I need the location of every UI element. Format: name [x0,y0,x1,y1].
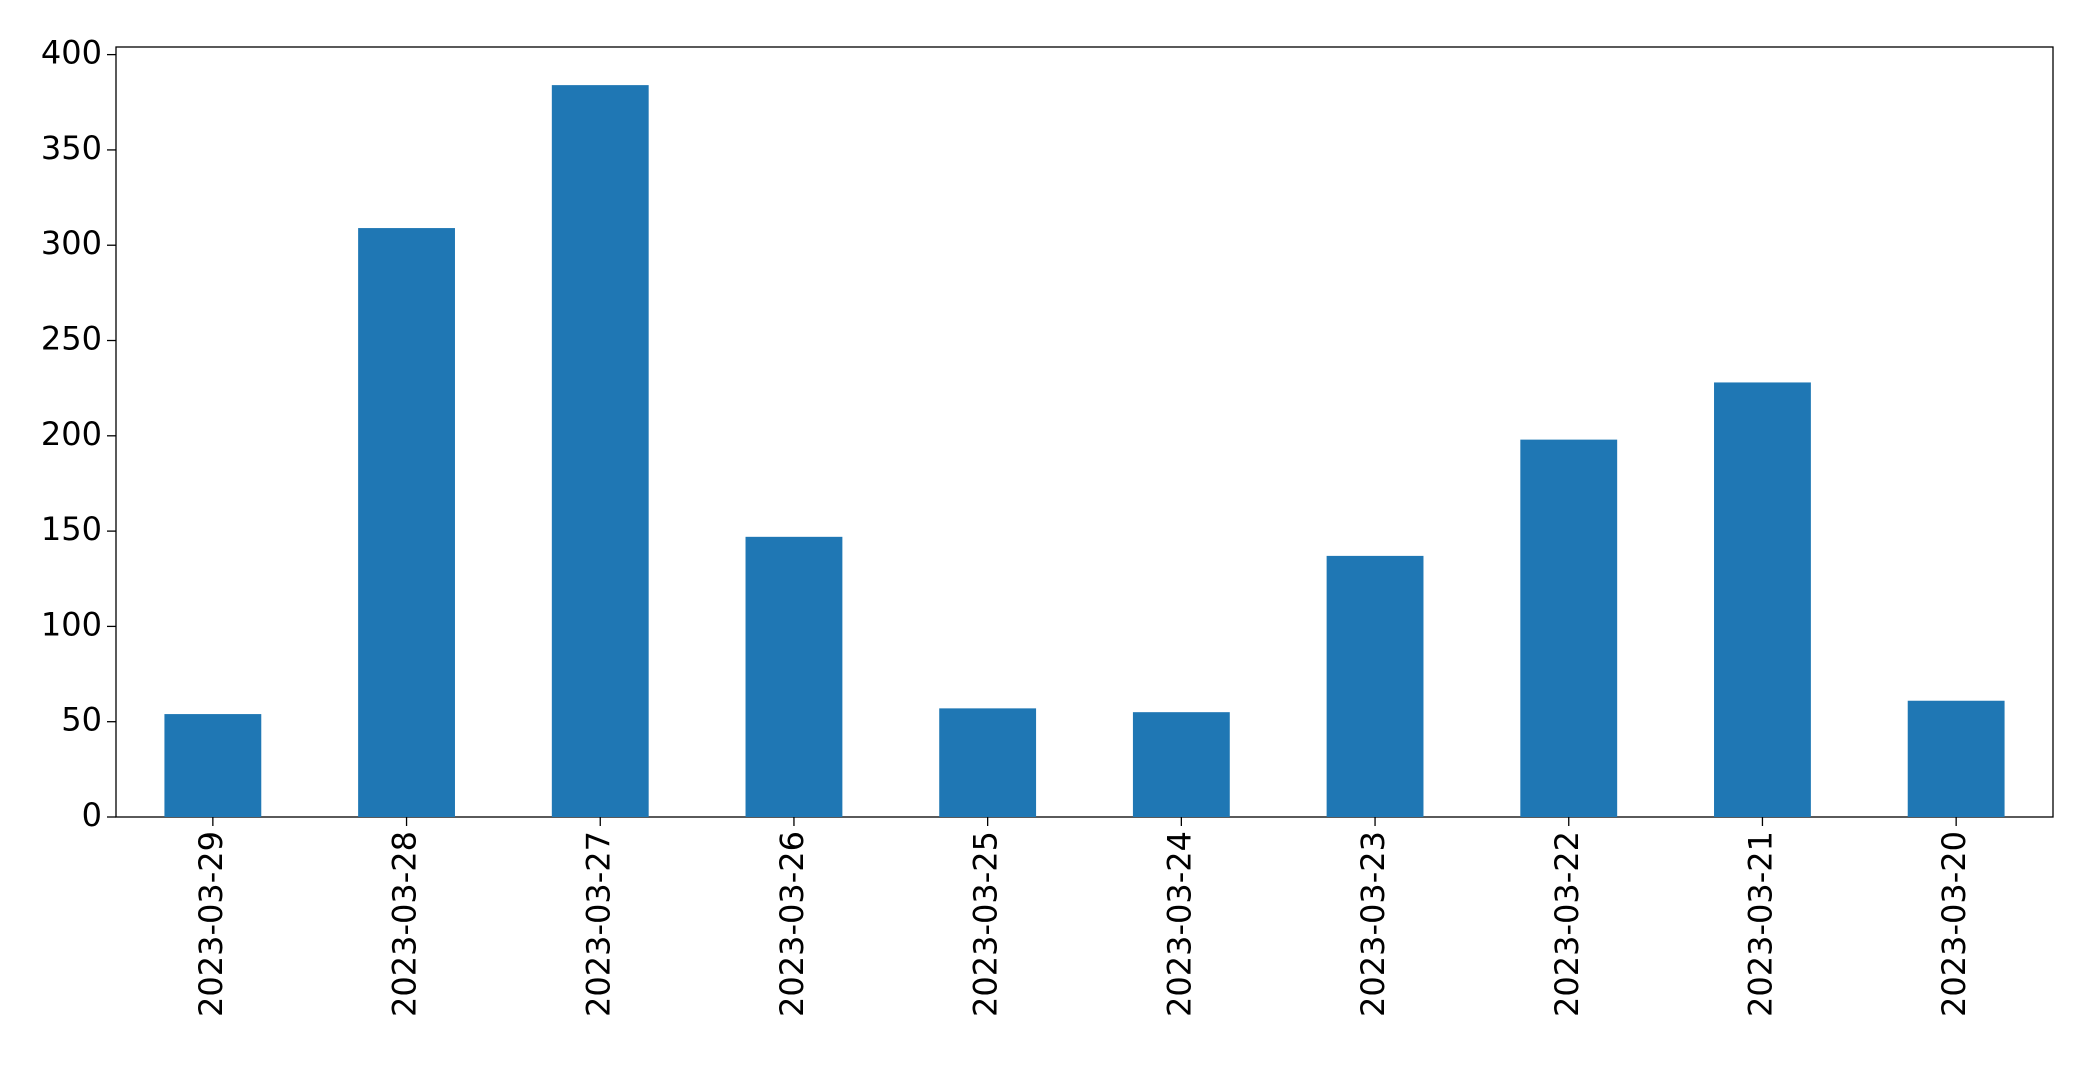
x-tick-label: 2023-03-28 [386,831,424,1017]
y-tick-label: 50 [61,701,102,739]
x-tick-label: 2023-03-25 [967,831,1005,1017]
x-tick-label: 2023-03-23 [1354,831,1392,1017]
y-tick-label: 250 [41,320,102,358]
plot-frame [115,46,2054,818]
x-tick-label: 2023-03-27 [579,831,617,1017]
x-tick-label: 2023-03-22 [1548,831,1586,1017]
x-tick-label: 2023-03-20 [1935,831,1973,1017]
y-tick-label: 350 [41,129,102,167]
bar [1326,555,1424,817]
bar [745,536,843,817]
y-tick-label: 200 [41,415,102,453]
bar [1907,700,2005,817]
x-tick-label: 2023-03-21 [1741,831,1779,1017]
bar [551,85,649,817]
bar [1520,439,1618,817]
bar [939,708,1037,817]
bar [164,714,262,817]
y-tick-label: 100 [41,605,102,643]
x-tick-label: 2023-03-24 [1160,831,1198,1017]
y-tick-label: 0 [82,796,102,834]
y-tick-label: 150 [41,510,102,548]
bar [1714,382,1811,817]
bar [1132,712,1230,817]
x-tick-label: 2023-03-26 [773,831,811,1017]
y-tick-label: 300 [41,224,102,262]
bar [358,228,455,818]
y-tick-label: 400 [41,34,102,72]
x-tick-label: 2023-03-29 [192,831,230,1017]
